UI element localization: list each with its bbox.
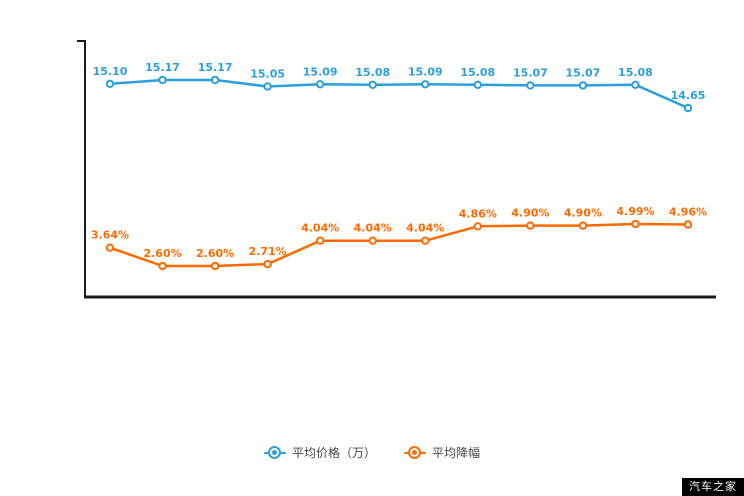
data-point bbox=[578, 221, 588, 230]
data-label: 4.90% bbox=[564, 207, 602, 220]
data-label: 15.08 bbox=[618, 66, 653, 79]
data-point bbox=[578, 81, 588, 90]
data-point bbox=[210, 261, 220, 271]
data-point bbox=[263, 82, 272, 91]
series-line-1 bbox=[108, 222, 690, 268]
chart-canvas: 15.10 15.17 15.17 15.05 15.09 15.08 15.09 15.08… bbox=[77, 40, 716, 299]
data-point bbox=[315, 236, 325, 245]
series-line-0 bbox=[108, 78, 690, 110]
data-label: 4.96% bbox=[669, 206, 707, 219]
legend-item-avg-price[interactable]: 平均价格（万） bbox=[263, 446, 376, 460]
legend-dot-icon bbox=[412, 450, 417, 455]
data-point bbox=[263, 259, 272, 269]
data-point bbox=[158, 75, 167, 85]
data-label: 15.10 bbox=[93, 65, 128, 78]
data-point bbox=[683, 220, 693, 229]
data-label: 15.08 bbox=[460, 66, 495, 79]
data-label: 4.86% bbox=[459, 207, 497, 220]
data-point bbox=[210, 75, 220, 85]
chart-legend: 平均价格（万） 平均降幅 bbox=[0, 443, 744, 463]
chart-area: 15.10 15.17 15.17 15.05 15.09 15.08 15.09 15.08… bbox=[77, 40, 716, 299]
data-point bbox=[421, 80, 430, 89]
legend-dot-icon bbox=[271, 450, 277, 455]
data-point bbox=[526, 81, 535, 90]
data-point bbox=[368, 80, 377, 90]
line-series-marker-icon bbox=[263, 446, 286, 459]
data-point bbox=[473, 80, 483, 90]
data-label: 14.65 bbox=[671, 89, 706, 102]
line-series-marker-icon bbox=[404, 446, 426, 459]
data-label: 4.04% bbox=[406, 222, 444, 235]
data-label: 3.64% bbox=[91, 229, 129, 242]
data-label: 15.09 bbox=[303, 65, 338, 78]
data-label: 15.09 bbox=[408, 65, 443, 78]
data-point bbox=[315, 80, 325, 89]
data-label: 4.04% bbox=[301, 222, 339, 235]
watermark-autohome: 汽车之家 bbox=[682, 478, 744, 496]
data-point bbox=[631, 80, 640, 90]
data-point bbox=[421, 236, 430, 245]
data-label: 15.17 bbox=[145, 61, 180, 74]
data-point bbox=[368, 236, 377, 245]
legend-label-avg-discount: 平均降幅 bbox=[432, 446, 481, 460]
data-label: 15.17 bbox=[198, 61, 233, 74]
data-point bbox=[105, 243, 115, 252]
data-point bbox=[683, 103, 693, 113]
data-point bbox=[526, 221, 535, 230]
data-point bbox=[158, 261, 167, 271]
data-label: 2.60% bbox=[143, 247, 181, 260]
data-label: 4.90% bbox=[511, 207, 549, 220]
data-label: 15.05 bbox=[250, 68, 285, 81]
data-point bbox=[105, 79, 115, 89]
data-label: 2.71% bbox=[249, 245, 287, 258]
data-label: 15.07 bbox=[513, 66, 548, 79]
data-label: 2.60% bbox=[196, 247, 234, 260]
legend-label-avg-price: 平均价格（万） bbox=[291, 446, 376, 460]
data-label: 4.99% bbox=[616, 205, 654, 218]
data-label: 15.07 bbox=[566, 66, 601, 79]
data-point bbox=[473, 222, 483, 231]
data-label: 15.08 bbox=[355, 66, 390, 79]
data-point bbox=[631, 219, 640, 229]
data-label: 4.04% bbox=[354, 222, 392, 235]
legend-item-avg-discount[interactable]: 平均降幅 bbox=[404, 446, 480, 460]
